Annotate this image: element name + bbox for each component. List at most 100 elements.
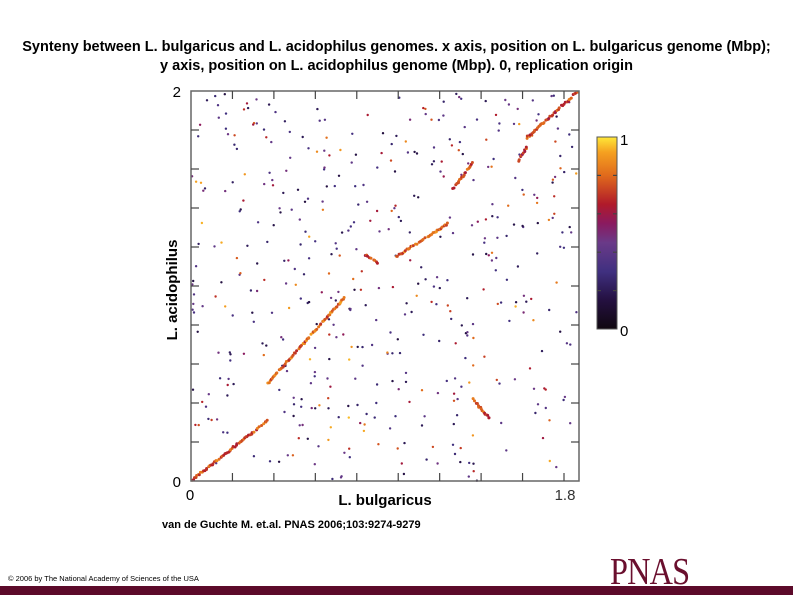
background-point — [438, 339, 441, 343]
background-point — [198, 123, 202, 127]
background-point — [239, 208, 242, 211]
background-point — [279, 211, 282, 214]
background-point — [397, 388, 400, 391]
background-point — [436, 462, 439, 465]
background-point — [292, 414, 295, 418]
background-point — [448, 138, 451, 141]
background-point — [507, 103, 511, 106]
background-point — [461, 152, 464, 156]
background-point — [425, 458, 428, 461]
background-point — [233, 143, 236, 146]
background-point — [292, 396, 295, 399]
background-point — [540, 349, 544, 353]
background-point — [460, 173, 463, 176]
background-point — [298, 424, 301, 427]
background-point — [420, 389, 424, 392]
background-point — [455, 414, 459, 417]
background-point — [424, 112, 427, 116]
background-point — [349, 225, 352, 228]
synteny-point — [315, 327, 319, 331]
background-point — [467, 475, 470, 478]
background-point — [220, 281, 223, 284]
background-point — [340, 475, 343, 478]
background-point — [505, 278, 509, 281]
background-point — [281, 338, 285, 341]
background-point — [487, 165, 490, 169]
background-point — [556, 127, 560, 130]
background-point — [468, 381, 471, 384]
background-point — [242, 352, 246, 355]
background-point — [470, 224, 474, 227]
background-point — [194, 423, 197, 427]
background-point — [492, 157, 495, 161]
synteny-point — [265, 418, 269, 422]
background-point — [483, 237, 487, 240]
background-point — [238, 210, 241, 213]
background-point — [445, 379, 448, 383]
background-point — [268, 460, 272, 463]
background-point — [350, 345, 353, 349]
background-point — [226, 133, 230, 136]
background-point — [422, 333, 425, 336]
background-point — [242, 108, 246, 111]
synteny-point — [517, 158, 521, 162]
background-point — [347, 404, 350, 408]
footer-bar — [0, 586, 793, 595]
figure-title: Synteny between L. bulgaricus and L. aci… — [22, 39, 771, 74]
background-point — [266, 240, 269, 244]
background-point — [490, 251, 494, 254]
background-point — [327, 318, 331, 321]
background-point — [233, 134, 236, 137]
background-point — [460, 324, 463, 327]
background-point — [300, 405, 303, 408]
synteny-point — [295, 349, 299, 353]
background-point — [408, 400, 411, 404]
synteny-point — [291, 353, 295, 357]
background-point — [442, 100, 445, 103]
background-point — [497, 129, 500, 132]
background-point — [575, 172, 578, 175]
synteny-point — [452, 186, 456, 190]
background-point — [313, 375, 316, 378]
background-point — [450, 317, 453, 321]
background-point — [194, 180, 198, 183]
background-point — [304, 230, 307, 233]
background-point — [318, 119, 321, 122]
background-point — [317, 445, 320, 448]
background-point — [337, 174, 341, 177]
background-point — [334, 299, 337, 302]
background-point — [498, 122, 501, 125]
background-point — [408, 118, 412, 121]
background-point — [205, 99, 209, 102]
background-point — [568, 225, 571, 229]
background-point — [245, 102, 249, 105]
background-point — [575, 311, 578, 314]
background-point — [339, 148, 342, 152]
synteny-point — [235, 442, 239, 446]
background-point — [403, 313, 407, 316]
background-point — [249, 289, 253, 292]
background-point — [396, 447, 399, 450]
background-point — [472, 178, 475, 182]
axis-ticks — [191, 91, 579, 481]
background-point — [255, 122, 258, 125]
background-point — [303, 200, 307, 203]
background-point — [482, 288, 485, 291]
background-point — [381, 132, 385, 135]
background-point — [325, 185, 328, 188]
background-point — [246, 244, 249, 247]
background-point — [561, 231, 564, 234]
background-point — [460, 97, 463, 101]
synteny-point — [524, 145, 528, 149]
background-point — [435, 303, 438, 306]
background-point — [286, 454, 289, 457]
background-point — [235, 256, 239, 260]
background-point — [363, 423, 366, 426]
background-point — [375, 209, 379, 213]
background-point — [555, 115, 558, 118]
background-point — [439, 235, 442, 238]
background-point — [530, 297, 533, 301]
background-point — [201, 305, 204, 308]
background-point — [191, 308, 194, 311]
background-point — [569, 422, 572, 425]
